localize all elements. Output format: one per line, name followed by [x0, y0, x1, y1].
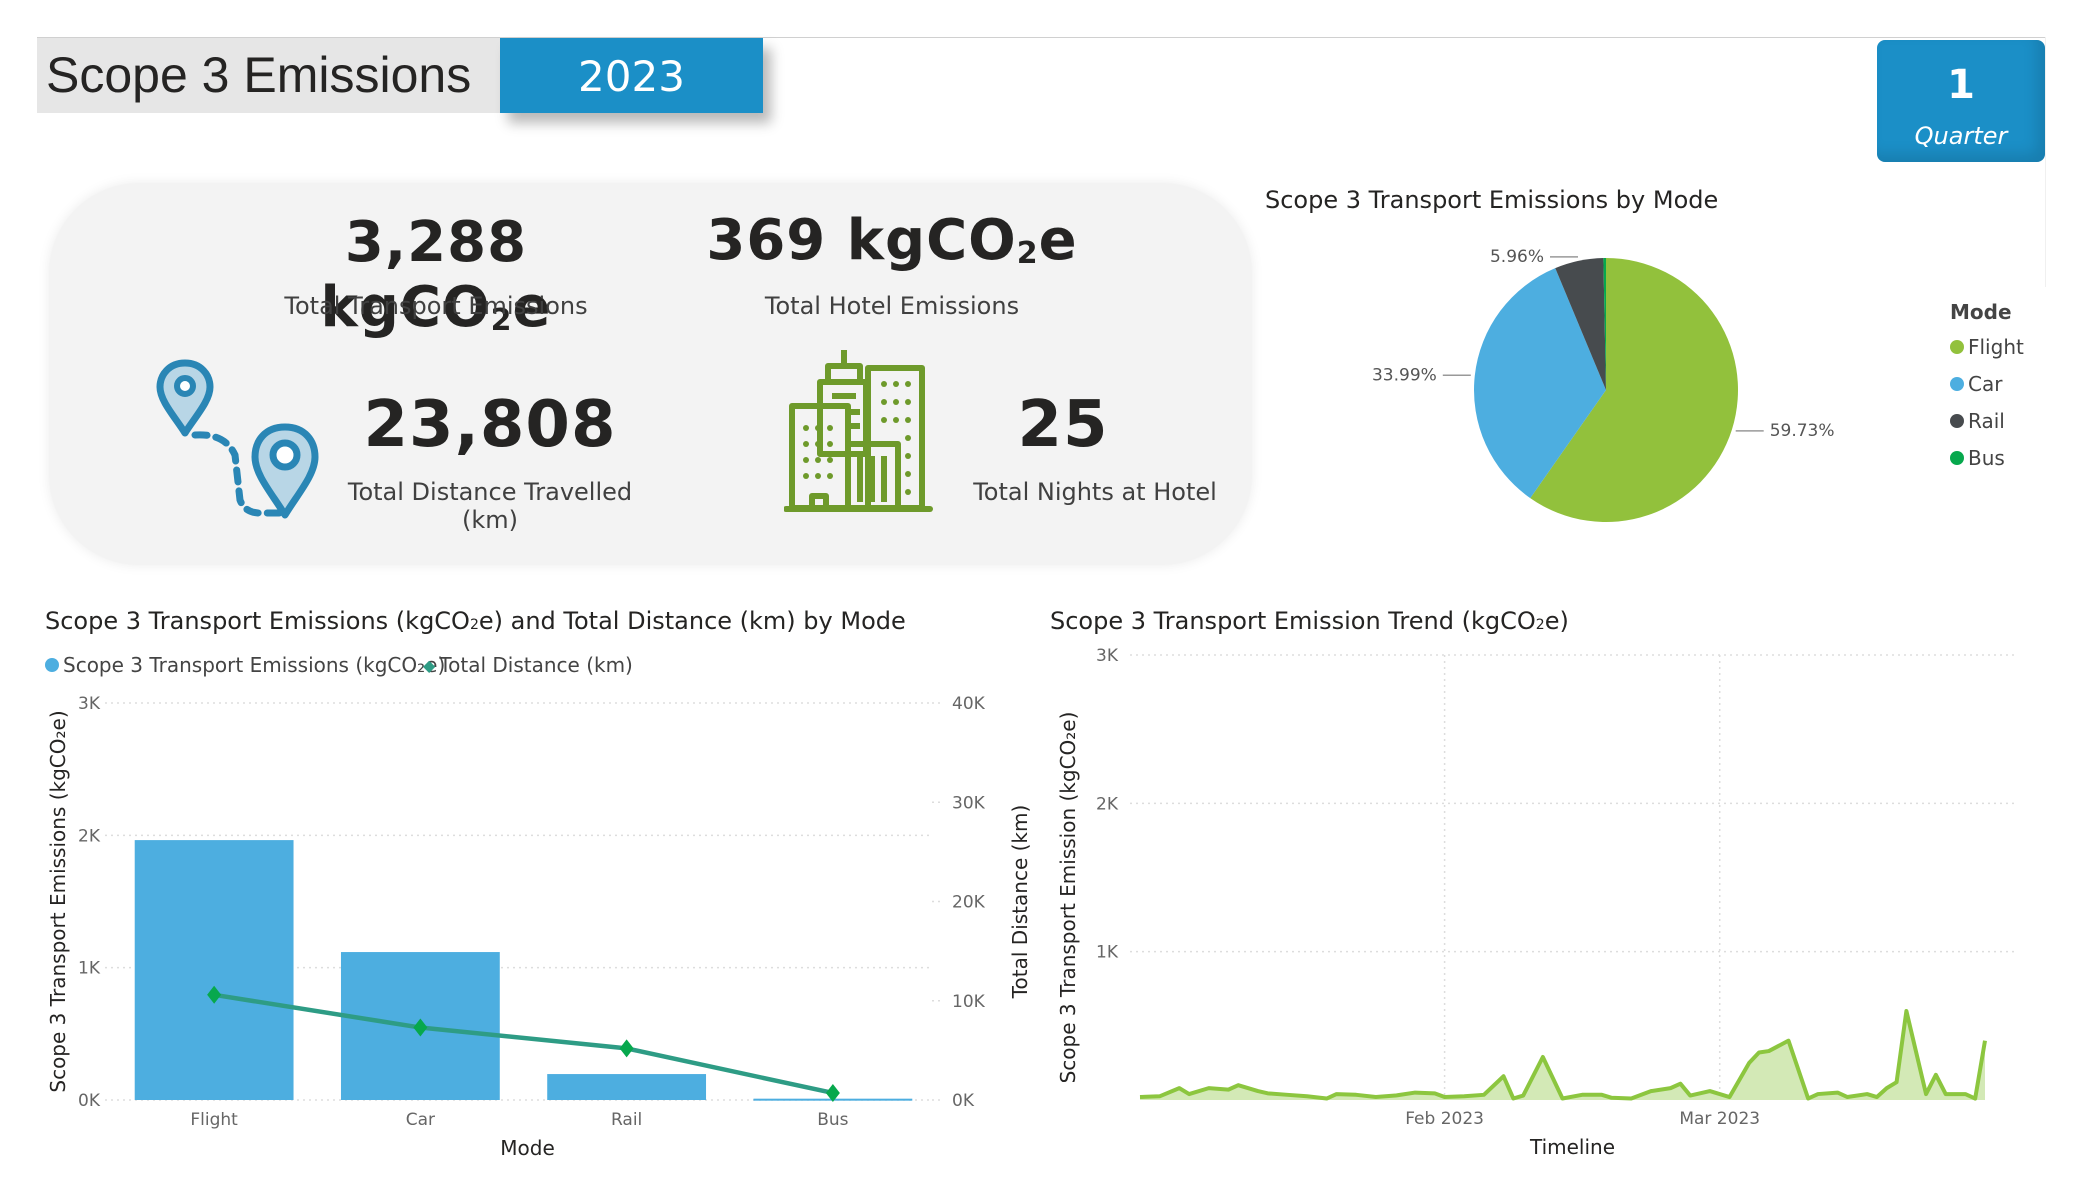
kpi-subscript: 2	[1016, 236, 1039, 271]
x-tick-label: Rail	[611, 1110, 642, 1130]
legend-dot-icon	[45, 658, 59, 672]
kpi-subscript: 2	[490, 303, 513, 338]
distance-marker-rail	[619, 1039, 634, 1058]
trend-chart: 1K 2K 3K Feb 2023 Mar 2023 Timeline Scope 3 Tr…	[1056, 646, 2015, 1159]
title-subscript: 2	[1535, 617, 1545, 633]
city-buildings-icon	[784, 350, 933, 512]
y2-tick-label: 0K	[952, 1091, 975, 1111]
quarter-value: 1	[1947, 62, 1975, 108]
legend-distance[interactable]: ◆ Total Distance (km)	[423, 653, 633, 677]
legend-label: Scope 3 Transport Emissions (kgCO₂e)	[63, 653, 446, 677]
pie-legend-item-bus[interactable]: Bus	[1950, 446, 2024, 470]
title-part: e) and Total Distance (km) by Mode	[478, 607, 906, 635]
pie-data-label: 5.96%	[1490, 247, 1544, 267]
map-route-pins-icon	[156, 359, 319, 519]
pie-data-label: 59.73%	[1770, 421, 1835, 441]
y-axis-title: Scope 3 Transport Emission (kgCO₂e)	[1056, 712, 1080, 1084]
legend-emissions[interactable]: Scope 3 Transport Emissions (kgCO₂e)	[45, 653, 445, 677]
page-title: Scope 3 Emissions	[37, 38, 500, 113]
y2-tick-label: 30K	[952, 793, 986, 813]
kpi-distance-value: 23,808	[363, 388, 617, 462]
trend-area	[1140, 1011, 1985, 1100]
y2-tick-label: 10K	[952, 992, 986, 1012]
x-tick-label: Feb 2023	[1405, 1109, 1484, 1129]
header-divider	[37, 37, 2045, 38]
pie-chart-title: Scope 3 Transport Emissions by Mode	[1265, 186, 1719, 214]
y2-axis-title: Total Distance (km)	[1008, 805, 1032, 1000]
pie-data-label: 33.99%	[1372, 365, 1437, 385]
kpi-transport-emissions-label: Total Transport Emissions	[284, 292, 588, 320]
bar-flight	[134, 840, 294, 1100]
y-tick-label: 3K	[1096, 646, 1119, 666]
kpi-transport-emissions-value: 3,288 kgCO2e	[236, 210, 636, 340]
kpi-unit-suffix: e	[1038, 208, 1078, 273]
title-part: e)	[1544, 607, 1569, 635]
y-tick-label: 1K	[78, 959, 101, 979]
x-tick-label: Car	[406, 1110, 435, 1130]
distance-marker-flight	[207, 985, 222, 1004]
pie-legend-item-car[interactable]: Car	[1950, 372, 2024, 396]
distance-marker-car	[413, 1018, 428, 1037]
x-tick-label: Mar 2023	[1679, 1109, 1760, 1129]
kpi-value-text: 369 kgCO	[706, 208, 1017, 273]
title-part: Scope 3 Transport Emission Trend (kgCO	[1050, 607, 1536, 635]
legend-label: Car	[1968, 372, 2003, 396]
kpi-distance-label: Total Distance Travelled (km)	[347, 478, 633, 534]
legend-dot-icon	[1950, 377, 1964, 391]
kpi-hotel-emissions-label: Total Hotel Emissions	[764, 292, 1020, 320]
combo-chart-title: Scope 3 Transport Emissions (kgCO2e) and…	[45, 607, 906, 635]
pie-legend-title: Mode	[1950, 300, 2012, 324]
legend-label: Bus	[1968, 446, 2005, 470]
legend-dot-icon	[1950, 414, 1964, 428]
x-axis-title: Mode	[500, 1136, 555, 1160]
pie-chart: 59.73% 33.99% 5.96%	[1372, 247, 1835, 522]
pie-slice-bus	[1603, 258, 1606, 390]
legend-label: Flight	[1968, 335, 2024, 359]
combo-chart: 0K 1K 2K 3K 0K 10K 20K 30K 40K Flight Car Rail Bus Mo…	[46, 694, 1032, 1160]
trend-chart-title: Scope 3 Transport Emission Trend (kgCO2e…	[1050, 607, 1569, 635]
quarter-card[interactable]: 1 Quarter	[1877, 40, 2045, 162]
title-subscript: 2	[469, 617, 479, 633]
pie-slice-car	[1474, 268, 1606, 499]
y-tick-label: 3K	[78, 694, 101, 714]
kpi-card	[49, 183, 1252, 565]
pie-slice-flight	[1530, 258, 1738, 522]
legend-dot-icon	[1950, 340, 1964, 354]
quarter-label: Quarter	[1914, 122, 2008, 150]
trend-line	[1139, 1009, 1987, 1101]
bar-rail	[547, 1074, 707, 1100]
y-axis-title: Scope 3 Transport Emissions (kgCO₂e)	[46, 710, 70, 1092]
y-tick-label: 1K	[1096, 943, 1119, 963]
kpi-unit-suffix: e	[512, 275, 552, 340]
kpi-value-text: 3,288 kgCO	[320, 210, 528, 340]
year-filter-button[interactable]: 2023	[500, 38, 763, 113]
y-tick-label: 2K	[1096, 794, 1119, 814]
pie-slice-rail	[1555, 258, 1606, 390]
x-tick-label: Flight	[190, 1110, 238, 1130]
kpi-nights-value: 25	[1017, 388, 1109, 462]
legend-dot-icon	[1950, 451, 1964, 465]
legend-label: Total Distance (km)	[439, 653, 633, 677]
y-tick-label: 0K	[78, 1091, 101, 1111]
legend-diamond-icon: ◆	[423, 655, 436, 675]
legend-label: Rail	[1968, 409, 2005, 433]
x-axis-title: Timeline	[1529, 1135, 1615, 1159]
y-tick-label: 2K	[78, 826, 101, 846]
kpi-hotel-emissions-value: 369 kgCO2e	[692, 208, 1092, 273]
kpi-nights-label: Total Nights at Hotel	[973, 478, 1217, 506]
panel-edge	[2045, 37, 2046, 287]
pie-legend-item-flight[interactable]: Flight	[1950, 335, 2024, 359]
pie-legend-item-rail[interactable]: Rail	[1950, 409, 2024, 433]
title-part: Scope 3 Transport Emissions (kgCO	[45, 607, 470, 635]
pie-legend: Flight Car Rail Bus	[1950, 335, 2024, 483]
x-tick-label: Bus	[817, 1110, 848, 1130]
distance-marker-bus	[825, 1083, 840, 1102]
distance-line	[213, 992, 834, 1096]
y2-tick-label: 40K	[952, 694, 986, 714]
y2-tick-label: 20K	[952, 893, 986, 913]
